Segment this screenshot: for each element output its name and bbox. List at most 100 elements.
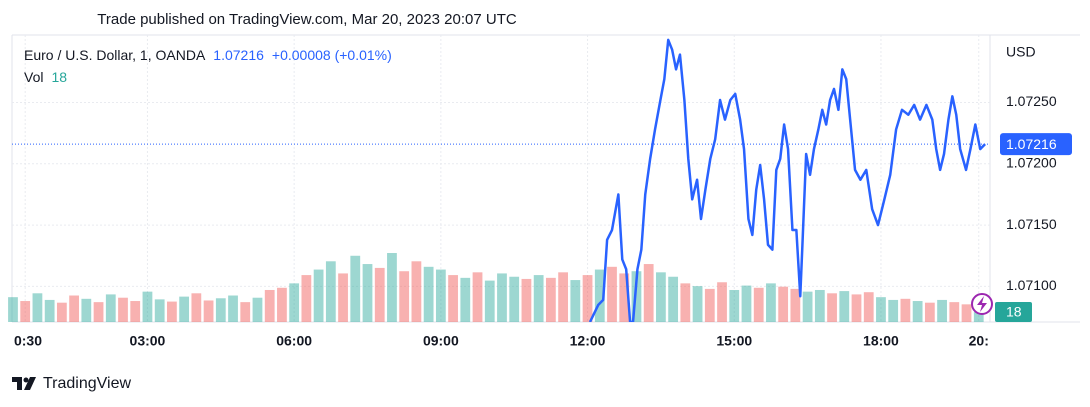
volume-bar <box>753 287 764 322</box>
volume-bar <box>472 272 483 322</box>
volume-bar <box>594 269 605 322</box>
volume-label: Vol <box>24 69 43 85</box>
volume-bar <box>252 297 263 322</box>
volume-bar <box>289 283 300 322</box>
volume-bar <box>118 297 128 322</box>
volume-bar <box>411 261 422 322</box>
volume-bar <box>533 275 544 322</box>
volume-bar <box>387 253 397 322</box>
volume-bar <box>423 266 434 322</box>
volume-bar <box>313 269 324 322</box>
volume-bar <box>949 302 960 322</box>
volume-bar <box>937 299 947 322</box>
legend-line: Euro / U.S. Dollar, 1, OANDA 1.07216 +0.00… <box>24 47 392 63</box>
volume-bar <box>704 288 715 322</box>
volume-bar <box>839 291 850 322</box>
y-tick-label: 1.07150 <box>1006 216 1057 232</box>
volume-bar <box>924 302 935 322</box>
x-tick-label: 0:30 <box>14 333 42 349</box>
volume-bar <box>631 271 642 322</box>
volume-bar <box>8 297 18 322</box>
volume-bar <box>215 298 226 322</box>
volume-bar <box>44 299 55 322</box>
last-price-axis-label: 1.07216 <box>1006 136 1057 152</box>
volume-bar <box>680 283 691 322</box>
volume-bar <box>240 302 251 322</box>
x-tick-label: 18:00 <box>863 333 899 349</box>
price-line <box>588 38 986 322</box>
volume-bar <box>142 291 153 322</box>
volume-bar <box>154 299 165 322</box>
volume-bar <box>802 291 813 322</box>
volume-bar <box>570 280 581 322</box>
volume-bar <box>228 295 238 322</box>
x-tick-label: 12:00 <box>570 333 606 349</box>
x-tick-label: 20: <box>969 333 989 349</box>
x-tick-label: 03:00 <box>130 333 166 349</box>
volume-bar <box>264 289 275 322</box>
volume-legend: Vol 18 <box>24 69 67 85</box>
volume-bar <box>607 266 617 322</box>
volume-bar <box>888 299 899 322</box>
last-price: 1.07216 <box>213 47 264 63</box>
volume-bar <box>105 294 116 322</box>
y-tick-label: 1.07250 <box>1006 93 1057 109</box>
currency: USD <box>1006 44 1036 60</box>
volume-bar <box>900 298 911 322</box>
volume-bar <box>509 276 520 322</box>
last-price-badge <box>1000 133 1072 156</box>
y-tick-label: 1.07100 <box>1006 277 1057 293</box>
volume-bar <box>277 287 287 322</box>
logo <box>12 377 36 390</box>
volume-bar <box>130 301 141 322</box>
volume-bar <box>876 297 886 322</box>
volume-bar <box>56 302 67 322</box>
last-volume: 18 <box>51 69 67 85</box>
last-volume-axis-label: 18 <box>1006 304 1022 320</box>
volume-bar <box>179 296 190 322</box>
volume-bar <box>374 267 385 322</box>
volume-bar <box>460 277 471 322</box>
volume-bar <box>790 288 801 322</box>
volume-bar <box>435 269 446 322</box>
volume-bar <box>362 264 373 322</box>
published-note: Trade published on TradingView.com, Mar … <box>97 11 517 28</box>
volume-bar <box>448 275 458 322</box>
volume-bar <box>766 283 776 322</box>
volume-bar <box>741 285 752 322</box>
volume-bar <box>338 273 348 322</box>
x-tick-label: 15:00 <box>716 333 752 349</box>
y-tick-label: 1.07200 <box>1006 154 1057 170</box>
volume-bar <box>93 302 104 322</box>
price-change: +0.00008 (+0.01%) <box>272 47 392 63</box>
volume-bar <box>729 289 740 322</box>
volume-bar <box>582 275 593 322</box>
volume-bar <box>325 261 336 322</box>
symbol: Euro / U.S. Dollar, 1, OANDA <box>24 47 206 63</box>
volume-bar <box>497 273 507 322</box>
volume-bar <box>558 272 568 322</box>
volume-bar <box>827 293 837 322</box>
volume-bar <box>717 282 727 322</box>
volume-bar <box>778 286 789 322</box>
volume-bar <box>643 264 654 322</box>
volume-bar <box>863 292 874 322</box>
volume-bar <box>973 312 984 322</box>
alert-icon <box>971 293 993 315</box>
volume-bar <box>32 293 43 322</box>
volume-bar <box>545 277 556 322</box>
volume-bar <box>851 294 862 322</box>
volume-bar <box>350 255 361 322</box>
volume-bar <box>484 280 495 322</box>
volume-bar <box>399 271 410 322</box>
brand: TradingView <box>43 375 131 392</box>
volume-bar <box>167 301 177 322</box>
x-tick-label: 06:00 <box>276 333 312 349</box>
volume-bar <box>203 300 214 322</box>
volume-bar <box>521 278 532 322</box>
volume-bar <box>69 295 79 322</box>
volume-bar <box>692 286 703 322</box>
volume-bar <box>301 275 312 322</box>
volume-bar <box>668 276 679 322</box>
